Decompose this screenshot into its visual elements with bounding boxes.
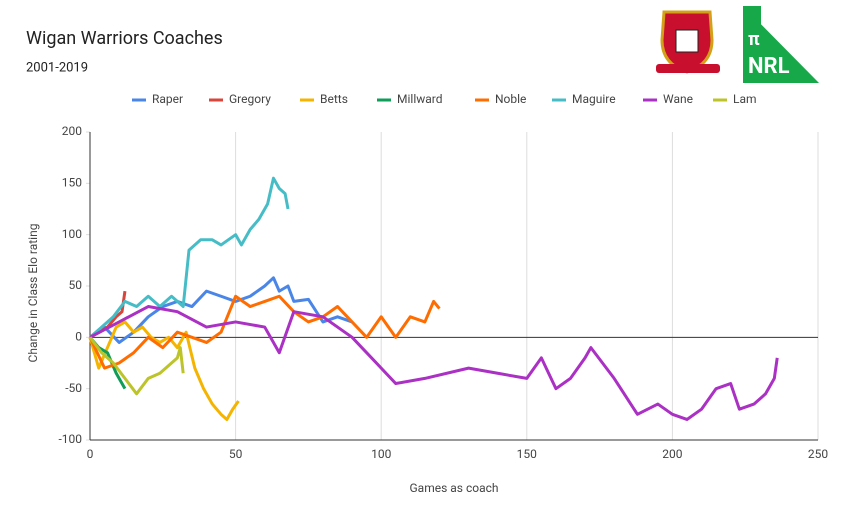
nrl-logo: π NRL [743,6,819,83]
legend-label: Lam [733,92,757,106]
y-tick-label: 100 [62,227,82,241]
legend-label: Millward [397,92,443,106]
x-tick-label: 250 [808,447,828,461]
y-tick-label: -50 [65,381,82,395]
logo-text: NRL [748,54,790,79]
legend-label: Gregory [229,92,271,106]
chart-title: Wigan Warriors Coaches [26,28,223,49]
series-line [88,320,240,421]
logo-text: π [748,29,760,50]
legend-label: Noble [495,92,526,106]
x-tick-label: 150 [517,447,537,461]
legend-label: Wane [663,92,693,106]
x-axis-label: Games as coach [410,481,499,495]
series-line [89,176,290,339]
legend-label: Betts [320,92,348,106]
series-line [89,276,353,344]
club-crest [656,10,720,74]
chart-subtitle: 2001-2019 [26,60,88,75]
legend-label: Maguire [572,92,616,106]
x-tick-label: 50 [229,447,243,461]
x-tick-label: 200 [662,447,682,461]
series-line [88,336,185,396]
y-tick-label: 150 [62,176,82,190]
x-tick-label: 0 [87,447,94,461]
y-tick-label: 0 [75,330,82,344]
x-tick-label: 100 [371,447,391,461]
y-tick-label: 200 [62,124,82,138]
y-tick-label: 50 [69,278,83,292]
series-line [88,294,441,370]
series-line [89,305,779,421]
y-axis-label: Change in Class Elo rating [26,224,40,363]
legend-label: Raper [152,92,183,106]
y-tick-label: -100 [58,432,82,446]
